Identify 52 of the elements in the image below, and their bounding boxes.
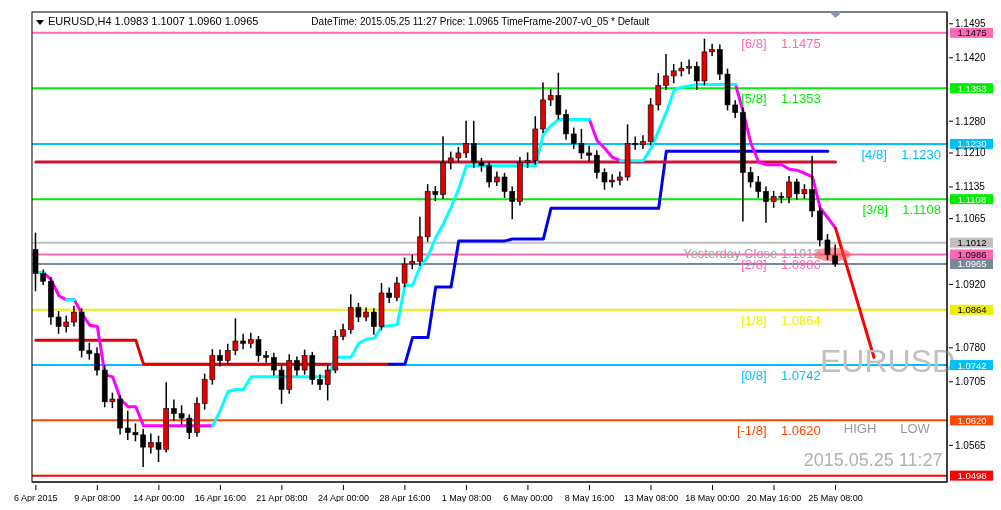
y-tick-label: 1.0965: [957, 258, 987, 270]
annotation: HIGH: [843, 420, 877, 436]
x-tick-label: 20 May 16:00: [746, 493, 802, 503]
y-tick-label: 1.0620: [957, 414, 987, 426]
x-tick-label: 6 Apr 2015: [14, 493, 58, 503]
candlestick: [663, 53, 669, 91]
ref-line-label: [1/8] 1.0864: [741, 312, 821, 328]
y-tick-label: 1.0742: [957, 359, 987, 371]
x-tick-label: 24 Apr 00:00: [317, 493, 369, 503]
x-tick-label: 1 May 08:00: [441, 493, 492, 503]
y-tick-label: 1.0986: [957, 248, 987, 260]
x-tick-label: 21 Apr 08:00: [256, 493, 308, 503]
y-tick-label: 1.1353: [957, 82, 987, 94]
ref-line-label: [6/8] 1.1475: [741, 35, 821, 51]
x-tick-label: 8 May 16:00: [564, 493, 615, 503]
y-tick-label: 1.0780: [955, 342, 987, 354]
y-tick-label: 1.1065: [955, 213, 987, 225]
y-tick-label: 1.1230: [957, 138, 987, 150]
y-tick-label: 1.1210: [955, 147, 987, 159]
x-tick-label: 28 Apr 16:00: [379, 493, 431, 503]
y-tick-label: 1.0920: [955, 278, 987, 290]
x-tick-label: 14 Apr 00:00: [133, 493, 185, 503]
chart-subtitle: DateTime: 2015.05.25 11:27 Price: 1.0965 TimeFrame-2007-v0_05 * Default: [311, 16, 650, 27]
x-tick-label: 16 Apr 16:00: [194, 493, 246, 503]
ref-line-label: [0/8] 1.0742: [741, 368, 821, 384]
y-tick-label: 1.0705: [955, 376, 987, 388]
candlestick: [786, 175, 792, 205]
chart-title: EURUSD,H4 1.0983 1.1007 1.0960 1.0965: [48, 15, 259, 27]
y-tick-label: 1.0565: [955, 439, 987, 451]
y-tick-label: 1.1108: [957, 193, 987, 205]
ref-line-label: [-1/8] 1.0620: [736, 423, 821, 439]
ref-line-label: [4/8] 1.1230: [861, 146, 941, 162]
y-tick-label: 1.1475: [957, 27, 987, 39]
x-tick-label: 25 May 08:00: [808, 493, 863, 503]
y-tick-label: 1.1420: [955, 52, 987, 64]
candlestick: [832, 243, 838, 268]
x-tick-label: 18 May 00:00: [685, 493, 740, 503]
x-tick-label: 6 May 00:00: [503, 493, 553, 503]
y-tick-label: 1.0498: [957, 470, 987, 482]
candlestick: [763, 185, 769, 224]
x-tick-label: 13 May 08:00: [623, 493, 679, 503]
annotation: 2015.05.25 11:27: [803, 449, 943, 470]
ref-line-label: [5/8] 1.1353: [741, 91, 821, 107]
ref-line-label: [3/8] 1.1108: [862, 202, 941, 218]
x-tick-label: 9 Apr 08:00: [74, 493, 121, 503]
y-tick-label: 1.1495: [955, 18, 987, 30]
y-tick-label: 1.0864: [957, 304, 987, 316]
y-tick-label: 1.1135: [955, 181, 986, 193]
y-tick-label: 1.1280: [955, 115, 987, 127]
annotation: LOW: [900, 420, 931, 436]
candlestick: [94, 346, 100, 377]
y-tick-label: 1.1012: [957, 237, 987, 249]
